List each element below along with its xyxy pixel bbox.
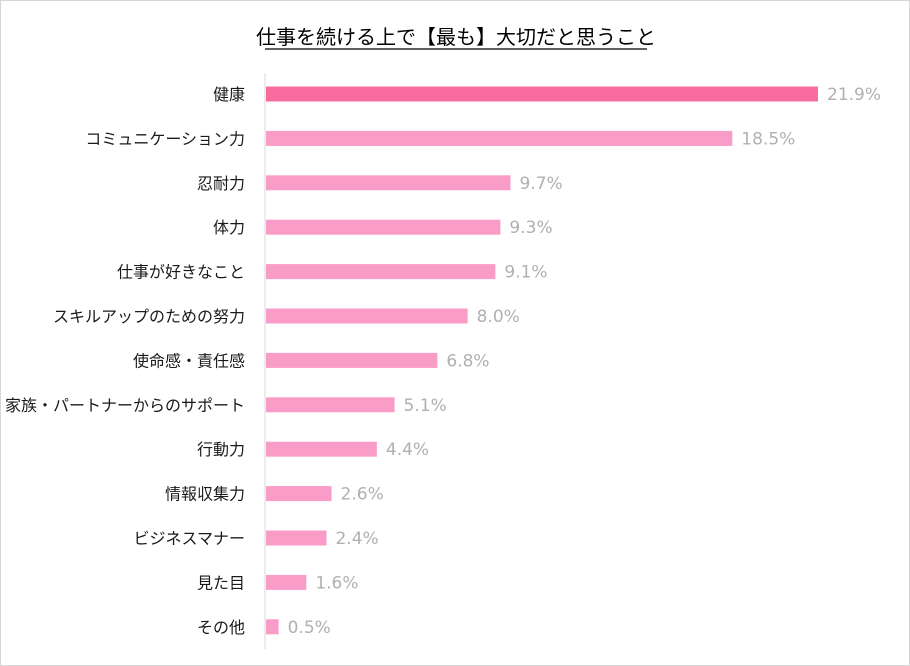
value-label: 21.9% [827,85,881,105]
category-label: スキルアップのための努力 [53,307,245,326]
category-label: ビジネスマナー [133,529,245,548]
bar [266,86,818,102]
value-label: 0.5% [288,618,331,638]
bar [266,175,511,191]
bar [266,441,377,457]
category-label: 情報収集力 [165,485,245,504]
category-label: コミュニケーション力 [85,129,245,148]
value-label: 8.0% [477,307,520,327]
category-label: 忍耐力 [197,174,245,193]
bar [266,264,496,280]
category-label: その他 [197,618,245,637]
category-label: 健康 [213,85,245,104]
value-label: 5.1% [404,396,447,416]
value-label: 2.4% [335,529,378,549]
value-label: 4.4% [386,440,429,460]
category-label: 体力 [213,218,245,237]
chart-title: 仕事を続ける上で【最も】大切だと思うこと [256,25,656,49]
bar [266,486,332,502]
value-label: 1.6% [315,573,358,593]
category-label: 家族・パートナーからのサポート [5,396,245,415]
bar [266,130,733,146]
bar [266,619,279,635]
value-label: 9.3% [509,218,552,238]
value-label: 18.5% [741,129,795,149]
category-label: 見た目 [197,573,245,592]
bar [266,574,307,590]
value-label: 6.8% [446,351,489,371]
category-label: 仕事が好きなこと [117,263,245,282]
bar [266,530,327,546]
bar [266,308,468,324]
bars-group: 健康 21.9% コミュニケーション力 18.5% 忍耐力 9.7% 体力 9.3% 仕事が好き… [5,85,881,638]
value-label: 9.1% [504,263,547,283]
value-label: 9.7% [519,174,562,194]
bar [266,397,395,413]
category-label: 行動力 [197,440,245,459]
value-label: 2.6% [341,485,384,505]
bar [266,219,501,235]
category-label: 使命感・責任感 [133,351,245,370]
bar [266,352,438,368]
